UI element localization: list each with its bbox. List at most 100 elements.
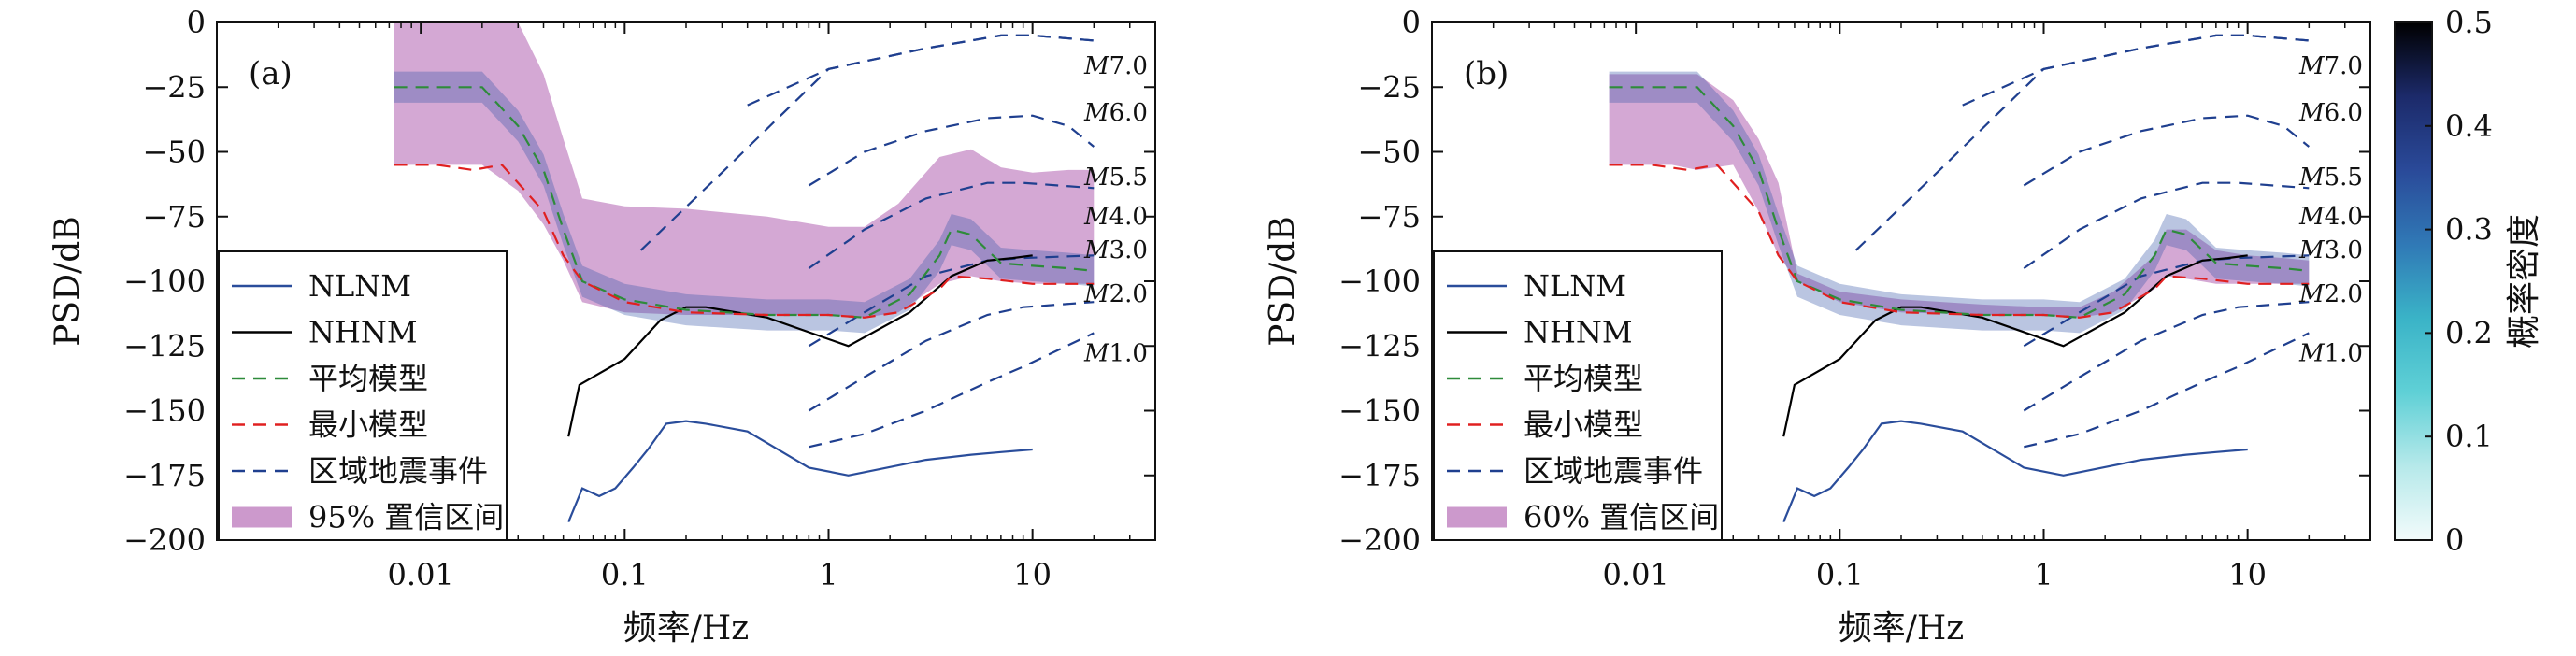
legend-swatch (1447, 506, 1507, 528)
event-curve-m2-0 (2023, 301, 2310, 412)
legend-label: 区域地震事件 (1524, 453, 1703, 489)
panel-label: (b) (1464, 55, 1509, 93)
x-tick-label: 0.01 (1603, 557, 1669, 592)
series-line-0 (567, 420, 1033, 523)
legend-label: 95% 置信区间 (308, 500, 504, 535)
colorbar-tick-label: 0 (2445, 522, 2464, 558)
panel-label: (a) (249, 55, 293, 93)
event-label: M1.0 (2298, 340, 2363, 368)
x-tick-label: 0.1 (1816, 557, 1864, 592)
density-cloud (394, 71, 1095, 334)
event-label: M6.0 (1083, 99, 1148, 127)
event-label: M5.5 (1083, 164, 1148, 192)
series-line-2 (394, 86, 1095, 319)
event-curve-m3-0 (2023, 254, 2310, 348)
event-curve-m6-0 (747, 34, 1095, 107)
y-tick-label: −75 (1357, 199, 1421, 235)
legend-label: NLNM (308, 268, 411, 304)
y-tick-label: −50 (1357, 135, 1421, 170)
y-tick-label: −25 (1357, 69, 1421, 105)
plot-area (1609, 34, 2310, 523)
colorbar-tick-label: 0.4 (2445, 108, 2493, 144)
legend-label: 区域地震事件 (308, 453, 488, 489)
event-label: M3.0 (1083, 236, 1148, 264)
legend-box (1433, 250, 1723, 541)
event-curve-m6-0 (1962, 34, 2310, 107)
series-line-3 (394, 164, 1095, 319)
y-tick-label: −175 (123, 458, 206, 493)
colorbar-tick-label: 0.3 (2445, 212, 2493, 248)
series-line-0 (1782, 420, 2248, 523)
psd-panel-b: M7.0 M6.0 M5.5 M4.0 M3.0 M2.0 M1.0 0 −25 −50 −75 −1… (1264, 5, 2371, 648)
x-tick-label: 0.01 (388, 557, 454, 592)
y-tick-label: 0 (1402, 5, 1421, 40)
event-label: M2.0 (1083, 280, 1148, 308)
event-curve-m3-0 (808, 254, 1095, 348)
probability-density-colorbar: 0 0.1 0.2 0.3 0.4 0.5 概率密度 (2394, 5, 2543, 558)
series-line-2 (1609, 86, 2310, 319)
event-curve-m4-0 (2023, 181, 2310, 270)
colorbar-tick-label: 0.2 (2445, 315, 2493, 350)
x-axis-label: 频率/Hz (623, 609, 750, 648)
event-curve-m1-0 (2024, 332, 2310, 449)
y-tick-label: −175 (1338, 458, 1421, 493)
y-tick-label: −25 (142, 69, 206, 105)
legend-label: NLNM (1524, 268, 1626, 304)
y-tick-label: −100 (123, 264, 206, 299)
colorbar-tick-label: 0.1 (2445, 419, 2493, 454)
y-tick-label: −75 (142, 199, 206, 235)
event-curve-m4-0 (808, 181, 1095, 270)
y-axis-label: PSD/dB (49, 216, 87, 346)
event-label: M2.0 (2298, 280, 2363, 308)
y-tick-label: −100 (1338, 264, 1421, 299)
y-tick-label: 0 (187, 5, 206, 40)
event-label: M3.0 (2298, 236, 2363, 264)
colorbar-gradient (2394, 21, 2433, 541)
event-curve-m5-5 (2023, 114, 2310, 187)
series-line-1 (567, 254, 1033, 437)
series-line-1 (1782, 254, 2248, 437)
legend-label: 平均模型 (308, 361, 428, 396)
event-curve-m7-0 (1854, 34, 2310, 251)
x-tick-label: 0.1 (601, 557, 649, 592)
event-label: M6.0 (2298, 99, 2363, 127)
y-tick-label: −200 (123, 522, 206, 558)
y-tick-label: −50 (142, 135, 206, 170)
event-label: M5.5 (2298, 164, 2363, 192)
y-tick-label: −125 (123, 328, 206, 364)
psd-panel-a: M7.0 M6.0 M5.5 M4.0 M3.0 M2.0 M1.0 0 −25 −50 −75 −1… (49, 5, 1156, 648)
colorbar-label: 概率密度 (2505, 214, 2543, 349)
legend-box (218, 250, 508, 541)
legend-label: 最小模型 (308, 407, 428, 443)
event-curve-m5-5 (808, 114, 1095, 187)
legend-label: 平均模型 (1524, 361, 1643, 396)
plot-area (394, 22, 1095, 523)
x-tick-label: 1 (819, 557, 837, 592)
event-label: M4.0 (2298, 203, 2363, 231)
colorbar-tick-label: 0.5 (2445, 5, 2493, 40)
event-label: M4.0 (1083, 203, 1148, 231)
y-tick-label: −125 (1338, 328, 1421, 364)
legend-label: 最小模型 (1524, 407, 1643, 443)
event-curve-m1-0 (809, 332, 1095, 449)
x-tick-label: 1 (2034, 557, 2053, 592)
event-label: M7.0 (2298, 52, 2363, 80)
confidence-band (1609, 74, 2310, 318)
y-tick-label: −150 (1338, 393, 1421, 429)
event-curve-m2-0 (808, 301, 1095, 412)
legend-label: NHNM (308, 315, 418, 350)
event-curve-m7-0 (639, 34, 1095, 251)
x-tick-label: 10 (1013, 557, 1052, 592)
y-tick-label: −150 (123, 393, 206, 429)
x-axis-label: 频率/Hz (1839, 609, 1965, 648)
legend-label: 60% 置信区间 (1524, 500, 1719, 535)
event-label: M7.0 (1083, 52, 1148, 80)
legend-swatch (232, 506, 292, 528)
series-line-3 (1609, 164, 2310, 319)
event-label: M1.0 (1083, 340, 1148, 368)
y-axis-label: PSD/dB (1264, 216, 1302, 346)
y-tick-label: −200 (1338, 522, 1421, 558)
